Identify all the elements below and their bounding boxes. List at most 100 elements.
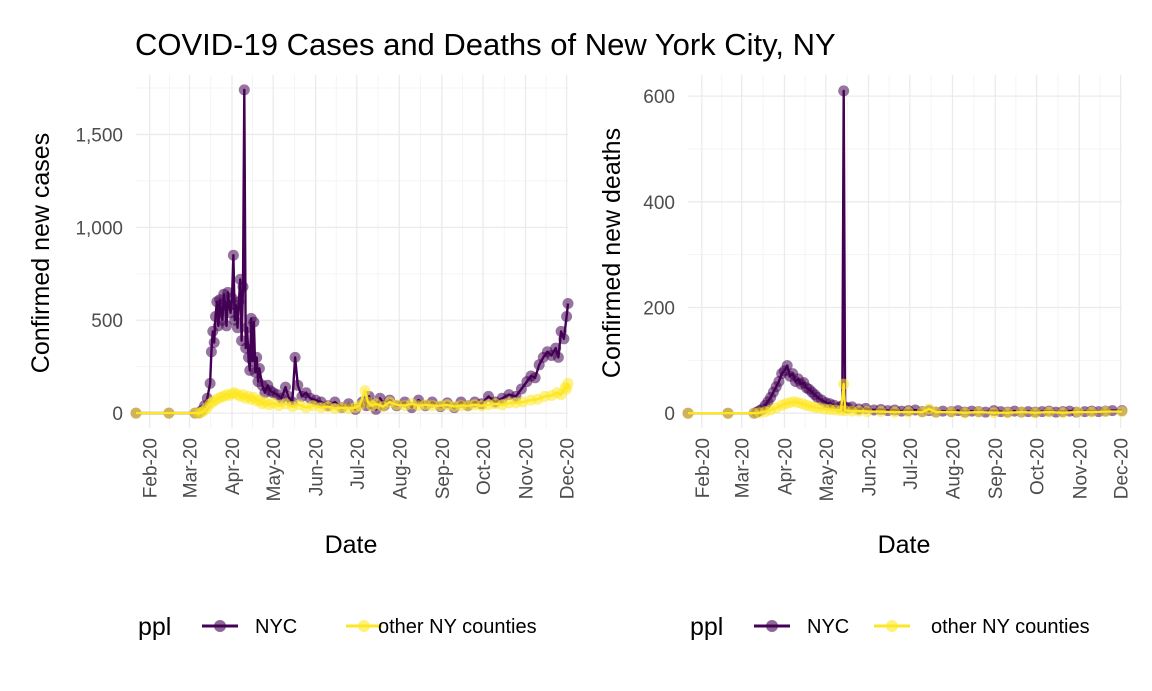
data-point-other: [838, 378, 850, 390]
x-tick-label: Feb-20: [693, 438, 714, 498]
y-tick-label: 500: [91, 311, 123, 332]
x-tick-label: Mar-20: [180, 438, 201, 498]
data-point-nyc: [529, 372, 541, 384]
data-point-other: [1057, 407, 1069, 419]
x-tick-label: Nov-20: [1070, 438, 1091, 499]
x-tick-label: May-20: [264, 438, 285, 501]
data-point-nyc: [232, 322, 243, 334]
data-point-nyc: [205, 346, 217, 358]
y-tick-label: 1,000: [75, 218, 123, 239]
cases-y-axis-title: Confirmed new cases: [27, 133, 55, 373]
x-tick-label: Oct-20: [474, 438, 495, 495]
data-point-other: [1086, 406, 1098, 418]
x-tick-label: Feb-20: [141, 438, 162, 498]
data-point-nyc: [204, 377, 216, 389]
deaths-legend-key-other: [874, 620, 910, 632]
data-point-nyc: [253, 363, 265, 374]
y-tick-label: 600: [643, 87, 675, 108]
data-point-other: [1043, 406, 1055, 418]
x-tick-label: Jul-20: [901, 438, 922, 490]
data-point-other: [163, 407, 175, 419]
data-point-other: [1116, 406, 1128, 418]
cases-legend-title: ppl: [138, 613, 171, 641]
data-point-nyc: [552, 351, 564, 363]
cases-legend-key-nyc: [202, 620, 238, 632]
x-tick-label: Sep-20: [433, 438, 454, 499]
series-line-nyc: [688, 89, 1122, 415]
x-tick-label: Jun-20: [859, 438, 880, 496]
data-point-nyc: [781, 360, 793, 372]
x-tick-label: Oct-20: [1028, 438, 1049, 495]
data-point-other: [973, 406, 985, 418]
deaths-grid: [688, 75, 1122, 428]
data-point-other: [1100, 406, 1111, 418]
data-point-nyc: [251, 351, 263, 363]
data-point-nyc: [292, 379, 304, 391]
y-tick-label: 400: [643, 193, 675, 214]
chart-title: COVID-19 Cases and Deaths of New York Ci…: [135, 27, 836, 62]
series-line-nyc: [136, 88, 570, 415]
series-other: [130, 377, 574, 419]
x-tick-label: Jun-20: [307, 438, 328, 496]
deaths-x-axis-title: Date: [878, 531, 931, 559]
data-point-other: [682, 407, 694, 419]
data-point-nyc: [838, 85, 850, 97]
x-tick-label: Apr-20: [775, 438, 796, 495]
cases-series: [130, 84, 574, 419]
cases-x-axis-title: Date: [325, 531, 378, 559]
x-tick-label: Jul-20: [348, 438, 369, 490]
deaths-panel: 0 200 400 600 Feb-20 Mar-20 Apr-20 May-20 Jun-2…: [598, 75, 1133, 641]
series-nyc: [682, 85, 1128, 419]
data-point-nyc: [221, 320, 232, 332]
deaths-y-ticks: 0 200 400 600: [643, 87, 675, 425]
deaths-legend: ppl NYC other NY counties: [690, 613, 1090, 641]
data-point-other: [930, 406, 942, 418]
data-point-other: [1072, 406, 1084, 418]
data-point-nyc: [238, 84, 250, 96]
x-tick-label: Mar-20: [733, 438, 754, 498]
x-tick-label: Dec-20: [1112, 438, 1133, 499]
data-point-other: [1015, 406, 1027, 418]
deaths-x-ticks: Feb-20 Mar-20 Apr-20 May-20 Jun-20 Jul-20 Aug-…: [693, 438, 1133, 501]
data-point-other: [1029, 407, 1041, 419]
x-tick-label: May-20: [817, 438, 838, 501]
data-point-other: [959, 407, 971, 419]
deaths-legend-key-nyc: [754, 620, 790, 632]
x-tick-label: Apr-20: [223, 438, 244, 495]
cases-legend: ppl NYC other NY counties: [138, 613, 537, 641]
data-point-nyc: [562, 298, 574, 309]
data-point-other: [875, 406, 887, 418]
data-point-other: [722, 407, 734, 419]
data-point-nyc: [561, 311, 573, 322]
x-tick-label: Aug-20: [944, 438, 965, 499]
data-point-nyc: [227, 249, 239, 261]
data-point-other: [517, 396, 529, 408]
cases-legend-key-other: [346, 620, 382, 632]
deaths-legend-title: ppl: [690, 613, 723, 641]
y-tick-label: 1,500: [75, 125, 123, 146]
deaths-legend-label-nyc: NYC: [807, 616, 849, 638]
cases-legend-label-nyc: NYC: [255, 616, 297, 638]
y-tick-label: 200: [643, 299, 675, 320]
data-point-other: [988, 407, 1000, 419]
data-point-other: [861, 406, 873, 418]
data-point-nyc: [240, 342, 252, 354]
data-point-other: [1002, 407, 1014, 419]
x-tick-label: Sep-20: [986, 438, 1007, 499]
data-point-other: [562, 377, 574, 389]
cases-legend-label-other: other NY counties: [378, 616, 537, 638]
y-tick-label: 0: [664, 404, 675, 425]
data-point-nyc: [558, 333, 570, 345]
data-point-nyc: [233, 296, 245, 308]
data-point-nyc: [289, 351, 301, 363]
cases-x-ticks: Feb-20 Mar-20 Apr-20 May-20 Jun-20 Jul-20 Aug-…: [141, 438, 579, 501]
cases-panel: 0 500 1,000 1,500 Feb-20 Mar-20 Apr-20 May-20 J…: [27, 75, 579, 641]
data-point-other: [359, 385, 371, 397]
data-point-other: [945, 406, 957, 418]
data-point-other: [354, 400, 365, 412]
cases-y-ticks: 0 500 1,000 1,500: [75, 125, 123, 425]
deaths-series: [682, 85, 1128, 419]
data-point-nyc: [280, 381, 291, 393]
